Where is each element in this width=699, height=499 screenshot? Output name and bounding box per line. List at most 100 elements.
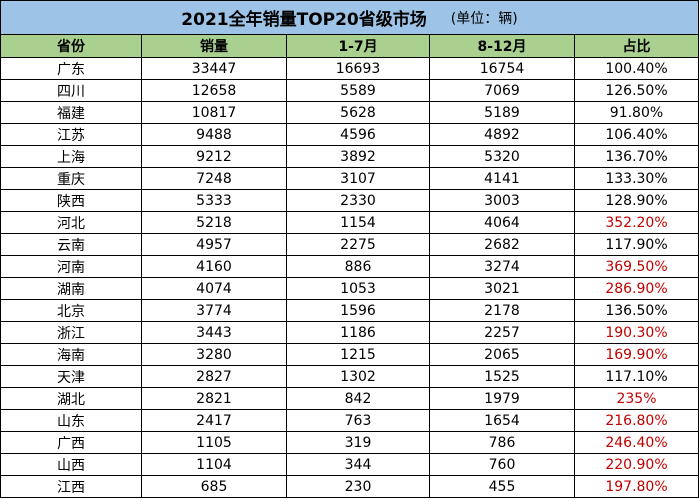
table-row: 山东 2417 763 1654 216.80% — [0, 410, 699, 432]
table-cell: 12658 — [142, 80, 287, 102]
table-cell: 235% — [575, 388, 699, 410]
table-row: 山西 1104 344 760 220.90% — [0, 454, 699, 476]
table-row: 天津 2827 1302 1525 117.10% — [0, 366, 699, 388]
table-cell: 685 — [142, 476, 287, 498]
header-cell: 省份 — [0, 35, 142, 58]
table-row: 重庆 7248 3107 4141 133.30% — [0, 168, 699, 190]
table-cell: 1596 — [287, 300, 430, 322]
table-cell: 786 — [430, 432, 575, 454]
table-cell: 886 — [287, 256, 430, 278]
table-cell: 河南 — [0, 256, 142, 278]
table-cell: 286.90% — [575, 278, 699, 300]
table-row: 河北 5218 1154 4064 352.20% — [0, 212, 699, 234]
table-cell: 190.30% — [575, 322, 699, 344]
table-cell: 9212 — [142, 146, 287, 168]
title-row: 2021全年销量TOP20省级市场 (单位：辆) — [0, 0, 699, 35]
table-row: 陕西 5333 2330 3003 128.90% — [0, 190, 699, 212]
title: 2021全年销量TOP20省级市场 — [181, 10, 427, 30]
table-cell: 126.50% — [575, 80, 699, 102]
table-row: 上海 9212 3892 5320 136.70% — [0, 146, 699, 168]
table-cell: 216.80% — [575, 410, 699, 432]
table-cell: 319 — [287, 432, 430, 454]
header-cell: 1-7月 — [287, 35, 430, 58]
table-row: 广东 33447 16693 16754 100.40% — [0, 58, 699, 80]
table-cell: 5333 — [142, 190, 287, 212]
table-cell: 1302 — [287, 366, 430, 388]
header-cell: 占比 — [575, 35, 699, 58]
table-cell: 117.10% — [575, 366, 699, 388]
table-cell: 106.40% — [575, 124, 699, 146]
table-cell: 230 — [287, 476, 430, 498]
table-cell: 江苏 — [0, 124, 142, 146]
table-cell: 1654 — [430, 410, 575, 432]
table-row: 广西 1105 319 786 246.40% — [0, 432, 699, 454]
table-cell: 1154 — [287, 212, 430, 234]
table-cell: 4064 — [430, 212, 575, 234]
table-cell: 246.40% — [575, 432, 699, 454]
table-cell: 3274 — [430, 256, 575, 278]
table-row: 湖南 4074 1053 3021 286.90% — [0, 278, 699, 300]
table-cell: 河北 — [0, 212, 142, 234]
table-cell: 1105 — [142, 432, 287, 454]
table-cell: 四川 — [0, 80, 142, 102]
table-cell: 天津 — [0, 366, 142, 388]
table-cell: 3443 — [142, 322, 287, 344]
table-cell: 763 — [287, 410, 430, 432]
table-cell: 352.20% — [575, 212, 699, 234]
table-cell: 5628 — [287, 102, 430, 124]
table-cell: 山西 — [0, 454, 142, 476]
table-cell: 128.90% — [575, 190, 699, 212]
table-cell: 5320 — [430, 146, 575, 168]
table-cell: 北京 — [0, 300, 142, 322]
header-cell: 8-12月 — [430, 35, 575, 58]
table-cell: 136.50% — [575, 300, 699, 322]
table-cell: 2330 — [287, 190, 430, 212]
table-cell: 7069 — [430, 80, 575, 102]
table-cell: 1215 — [287, 344, 430, 366]
table-cell: 16754 — [430, 58, 575, 80]
header-row: 省份 销量 1-7月 8-12月 占比 — [0, 35, 699, 58]
table-cell: 2065 — [430, 344, 575, 366]
table-cell: 10817 — [142, 102, 287, 124]
table-cell: 山东 — [0, 410, 142, 432]
table-cell: 陕西 — [0, 190, 142, 212]
table-cell: 169.90% — [575, 344, 699, 366]
table-cell: 5218 — [142, 212, 287, 234]
table-cell: 福建 — [0, 102, 142, 124]
table-cell: 2682 — [430, 234, 575, 256]
table-cell: 16693 — [287, 58, 430, 80]
table-cell: 5589 — [287, 80, 430, 102]
table-cell: 136.70% — [575, 146, 699, 168]
table-cell: 9488 — [142, 124, 287, 146]
table-cell: 3774 — [142, 300, 287, 322]
table-cell: 1104 — [142, 454, 287, 476]
table-cell: 4141 — [430, 168, 575, 190]
table-cell: 7248 — [142, 168, 287, 190]
table-cell: 33447 — [142, 58, 287, 80]
table-cell: 4160 — [142, 256, 287, 278]
table-cell: 3280 — [142, 344, 287, 366]
table-cell: 133.30% — [575, 168, 699, 190]
table-cell: 2275 — [287, 234, 430, 256]
table-cell: 湖南 — [0, 278, 142, 300]
table-row: 江苏 9488 4596 4892 106.40% — [0, 124, 699, 146]
table-cell: 369.50% — [575, 256, 699, 278]
table-cell: 4892 — [430, 124, 575, 146]
table-cell: 2178 — [430, 300, 575, 322]
table-row: 湖北 2821 842 1979 235% — [0, 388, 699, 410]
table-cell: 2417 — [142, 410, 287, 432]
table-row: 浙江 3443 1186 2257 190.30% — [0, 322, 699, 344]
table-cell: 2827 — [142, 366, 287, 388]
table-cell: 湖北 — [0, 388, 142, 410]
table-row: 云南 4957 2275 2682 117.90% — [0, 234, 699, 256]
table-cell: 4957 — [142, 234, 287, 256]
table-cell: 3003 — [430, 190, 575, 212]
table-cell: 4074 — [142, 278, 287, 300]
table-cell: 117.90% — [575, 234, 699, 256]
table-cell: 220.90% — [575, 454, 699, 476]
table-row: 江西 685 230 455 197.80% — [0, 476, 699, 498]
table-cell: 广东 — [0, 58, 142, 80]
table-cell: 上海 — [0, 146, 142, 168]
